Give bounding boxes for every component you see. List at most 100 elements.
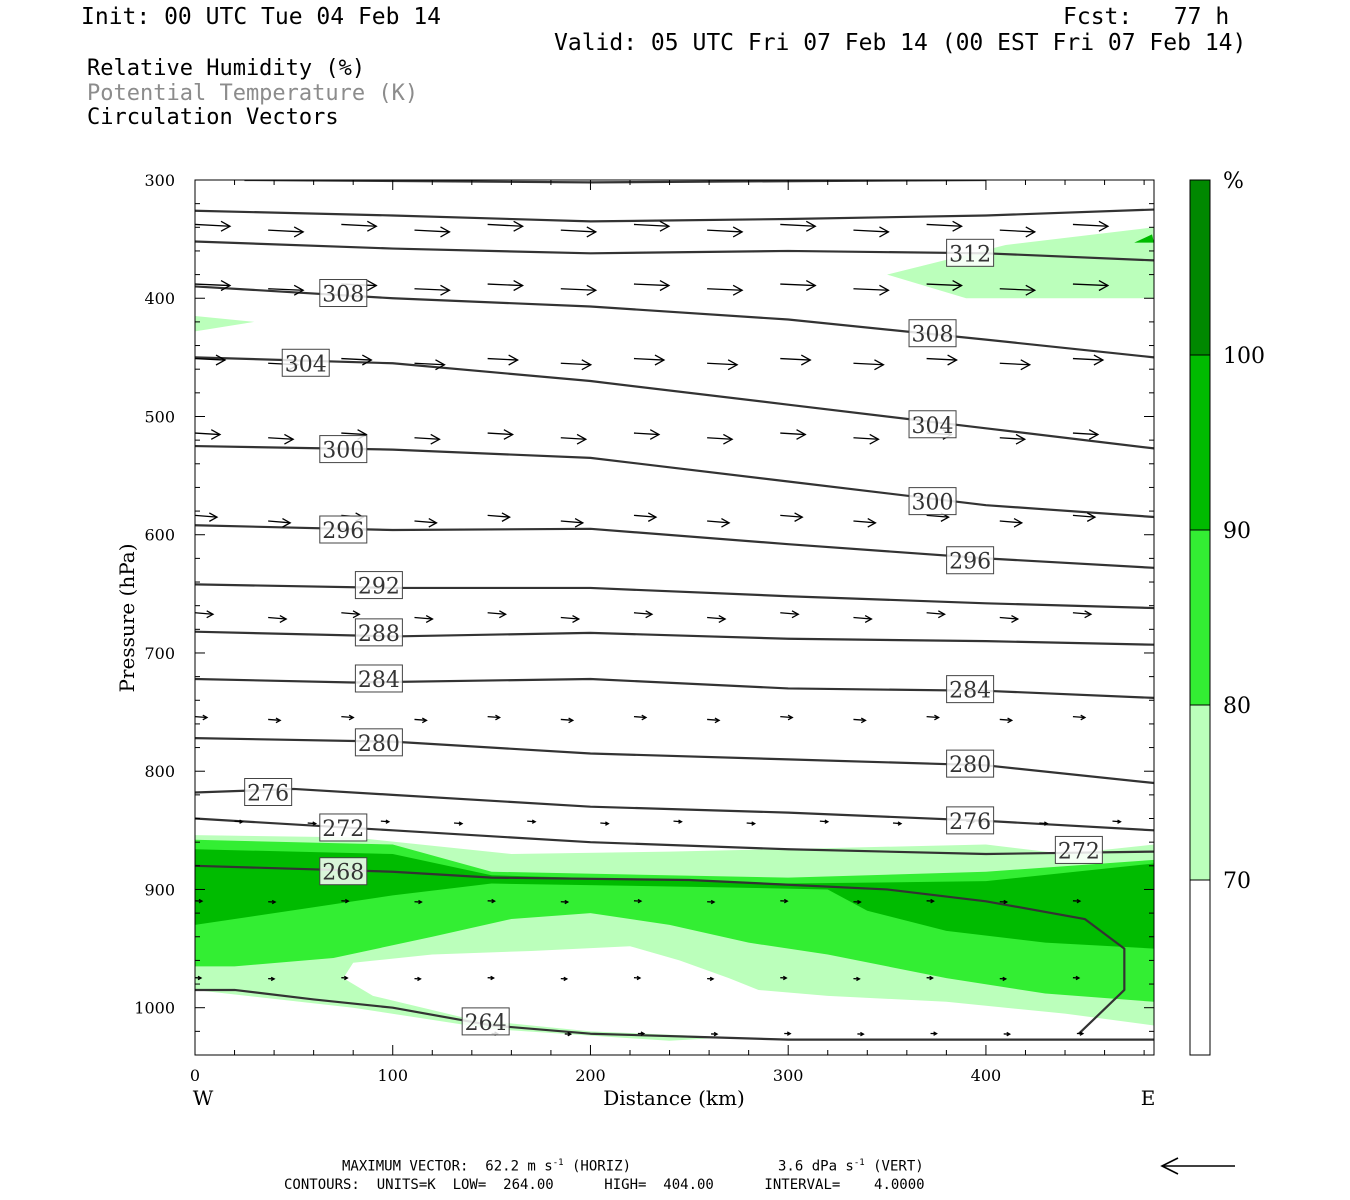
theta-label-308: 308 [322, 283, 364, 308]
vector-head-2-5 [581, 359, 593, 371]
forecast-hour: Fcst: 77 h [1063, 4, 1230, 30]
vector-0-10 [926, 223, 962, 227]
theta-contour-288 [195, 630, 1154, 646]
vector-3-9 [853, 437, 879, 440]
vector-1-6 [633, 283, 669, 287]
vector-head-2-10 [947, 354, 958, 366]
vector-head-9-9 [856, 976, 861, 982]
theta-contour-304 [195, 356, 1154, 450]
theta-label-276-box [244, 778, 293, 806]
theta-label-284-b: 284 [949, 679, 991, 704]
vector-head-8-3 [418, 899, 423, 905]
colorbar-label-80: 80 [1223, 694, 1251, 719]
theta-label-296: 296 [322, 519, 364, 544]
vector-head-0-1 [293, 226, 305, 238]
colorbar-swatch-2 [1189, 529, 1211, 706]
y-axis-label: Pressure (hPa) [115, 544, 139, 693]
y-tick-label-900: 900 [144, 880, 175, 899]
vector-3-4 [487, 432, 513, 436]
init-time: Init: 00 UTC Tue 04 Feb 14 [81, 4, 442, 30]
vector-head-9-2 [344, 975, 349, 981]
vector-head-0-9 [879, 226, 890, 238]
vector-head-10-8 [1079, 1031, 1085, 1036]
vector-2-0 [195, 357, 226, 361]
vector-6-12 [1072, 715, 1085, 719]
vector-head-1-6 [659, 280, 671, 292]
theta-label-296-box [319, 515, 368, 544]
vector-head-4-4 [501, 512, 511, 522]
vector-5-0 [195, 612, 214, 615]
vector-head-2-0 [215, 354, 227, 366]
theta-label-280: 280 [358, 732, 400, 757]
vector-3-3 [414, 437, 440, 440]
vector-3-0 [195, 432, 221, 436]
vector-head-9-3 [417, 976, 422, 982]
vector-head-2-2 [362, 354, 373, 366]
vector-6-11 [999, 718, 1012, 721]
x-label-west: W [193, 1086, 214, 1110]
colorbar-label-100: 100 [1223, 344, 1265, 369]
vector-2-12 [1072, 357, 1103, 361]
vector-1-1 [268, 288, 304, 291]
theta-label-308-b: 308 [912, 323, 954, 348]
theta-label-264: 264 [465, 1011, 507, 1036]
vector-0-1 [268, 229, 304, 233]
vector-head-9-6 [636, 975, 642, 981]
vector-head-6-6 [641, 714, 648, 721]
vector-head-3-12 [1088, 429, 1100, 440]
vector-head-2-8 [800, 354, 812, 366]
vector-head-3-9 [869, 433, 880, 445]
vector-4-7 [707, 520, 730, 524]
theta-label-300: 300 [322, 439, 364, 464]
vector-head-1-0 [220, 280, 232, 292]
vector-head-7-0 [239, 819, 244, 824]
theta-label-272-b-box [1054, 835, 1103, 864]
vector-4-5 [560, 520, 583, 524]
vector-head-3-0 [210, 429, 222, 440]
vector-2-9 [853, 362, 884, 366]
vector-6-8 [780, 715, 793, 719]
vector-head-0-2 [367, 220, 378, 232]
vector-head-5-8 [791, 610, 800, 619]
vector-head-3-5 [576, 433, 588, 445]
vector-head-0-8 [805, 220, 817, 232]
theta-label-284: 284 [358, 668, 400, 693]
vector-head-9-7 [709, 976, 715, 982]
vector-head-5-0 [206, 610, 215, 619]
vector-2-7 [707, 362, 738, 366]
vector-head-9-11 [1002, 976, 1008, 982]
vector-4-10 [926, 514, 949, 518]
vector-head-10-3 [713, 1031, 719, 1037]
vector-head-1-5 [586, 284, 598, 296]
vector-head-0-5 [586, 226, 598, 238]
vector-head-2-11 [1020, 359, 1032, 371]
vector-head-7-8 [824, 819, 830, 824]
vector-0-7 [707, 229, 743, 233]
vector-1-8 [780, 283, 816, 287]
vector-head-9-10 [929, 975, 934, 981]
vector-head-10-7 [1006, 1031, 1012, 1037]
vector-head-0-0 [220, 220, 232, 232]
theta-label-296-b: 296 [949, 550, 991, 575]
vector-1-5 [560, 288, 596, 291]
vector-4-9 [853, 520, 876, 524]
vector-head-0-6 [659, 220, 671, 232]
vector-2-5 [560, 362, 591, 366]
vector-head-5-10 [937, 610, 946, 619]
theta-label-304: 304 [285, 352, 327, 377]
vector-2-3 [414, 362, 445, 366]
x-tick-label-100: 100 [377, 1066, 408, 1085]
rh-fill-70-1 [887, 227, 1154, 299]
vector-head-0-7 [732, 226, 744, 238]
vector-head-1-2 [367, 280, 378, 292]
vector-head-10-2 [640, 1031, 646, 1036]
vector-head-6-0 [202, 714, 209, 721]
vector-head-3-6 [649, 429, 661, 440]
vector-head-4-12 [1086, 512, 1097, 522]
vector-head-9-0 [197, 975, 203, 981]
theta-label-272: 272 [322, 817, 364, 842]
vector-head-6-1 [275, 717, 282, 724]
x-tick-label-400: 400 [971, 1066, 1002, 1085]
vector-head-1-10 [952, 280, 963, 292]
